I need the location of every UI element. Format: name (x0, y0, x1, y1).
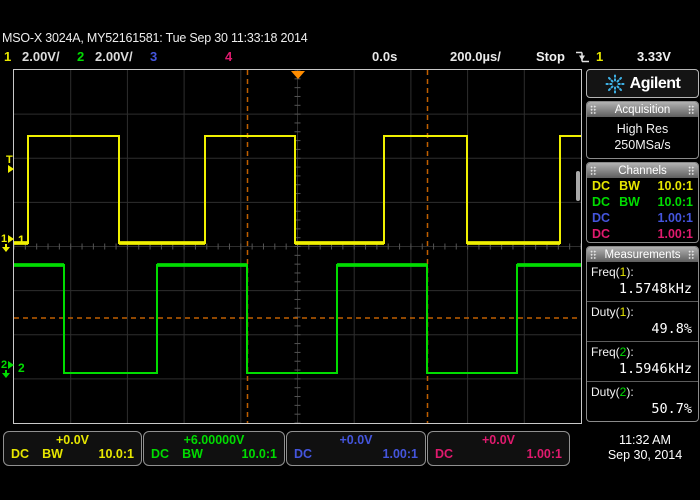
measurement-duty2: Duty(2): 50.7% (591, 385, 692, 417)
acquisition-mode: High Res (616, 122, 669, 136)
ch1-scale[interactable]: 2.00V/ (22, 49, 60, 64)
measurement-value: 1.5748kHz (618, 281, 692, 297)
edge-trigger-icon (576, 51, 589, 63)
timebase[interactable]: 200.0µs/ (450, 49, 501, 64)
measurement-value: 50.7% (651, 401, 692, 417)
ch1-settings-box[interactable]: +0.0V DC BW 10.0:1 (3, 431, 142, 466)
sidebar: Agilent Acquisition High Res 250MSa/s Ch… (586, 69, 699, 422)
trigger-source[interactable]: 1 (596, 49, 604, 64)
measurement-freq2: Freq(2): 1.5946kHz (587, 342, 698, 382)
channel-row-1[interactable]: DC BW 10.0:1 (592, 179, 693, 193)
measurements-section: Measurements Freq(1): 1.5748kHz Duty(1):… (586, 246, 699, 422)
run-state[interactable]: Stop (536, 49, 565, 64)
channels-section: Channels DC BW 10.0:1 DC BW 10.0:1 DC 1.… (586, 162, 699, 243)
ch1-ground-icon (2, 247, 10, 252)
grip-icon (590, 105, 597, 114)
ch2-scale[interactable]: 2.00V/ (95, 49, 133, 64)
channel-row-3[interactable]: DC 1.00:1 (592, 211, 693, 225)
ch3-button[interactable]: 3 (150, 49, 158, 64)
right-level-indicator[interactable] (576, 171, 580, 201)
ch1-offset: +0.0V (55, 433, 89, 447)
measurement-value: 1.5946kHz (618, 361, 692, 377)
channel-row-2[interactable]: DC BW 10.0:1 (592, 195, 693, 209)
trigger-arrow-icon (8, 165, 14, 173)
grip-icon (590, 250, 597, 259)
ch3-settings-box[interactable]: +0.0V DC 1.00:1 (286, 431, 426, 466)
grip-icon (590, 166, 597, 175)
clock-time: 11:32 AM (619, 433, 671, 447)
measurement-freq1: Freq(1): 1.5748kHz (587, 262, 698, 302)
ch1-marker-arrow-icon (8, 235, 15, 243)
sample-rate: 250MSa/s (614, 138, 671, 152)
channel-row-4[interactable]: DC 1.00:1 (592, 227, 693, 241)
acquisition-header[interactable]: Acquisition (587, 102, 698, 117)
measurements-header[interactable]: Measurements (587, 247, 698, 262)
trace-ch2 (14, 264, 581, 374)
ch2-button[interactable]: 2 (77, 49, 85, 64)
ch2-ground-marker[interactable]: 2 (1, 360, 15, 378)
waveform-display (13, 69, 582, 424)
trace-ch1 (14, 135, 581, 244)
ch3-offset: +0.0V (339, 433, 373, 447)
ch1-trace-label: 1 (18, 233, 25, 247)
measurement-duty1: Duty(1): 49.8% (587, 302, 698, 342)
ch2-settings-box[interactable]: +6.00000V DC BW 10.0:1 (143, 431, 285, 466)
ch1-ground-marker[interactable]: 1 (1, 234, 15, 252)
ch2-ground-icon (2, 373, 10, 378)
grip-icon (688, 105, 695, 114)
time-reference[interactable]: 0.0s (372, 49, 398, 64)
acquisition-section: Acquisition High Res 250MSa/s (586, 101, 699, 159)
waveform-svg (14, 70, 581, 423)
ch1-button[interactable]: 1 (4, 49, 12, 64)
trigger-level[interactable]: 3.33V (637, 49, 671, 64)
model-serial-datetime: MSO-X 3024A, MY52161581: Tue Sep 30 11:3… (2, 31, 308, 45)
brand-name: Agilent (629, 74, 681, 92)
grip-icon (688, 250, 695, 259)
trigger-level-marker[interactable]: T (6, 155, 14, 175)
agilent-spark-icon (604, 73, 625, 94)
ch4-settings-box[interactable]: +0.0V DC 1.00:1 (427, 431, 570, 466)
trigger-position-marker[interactable] (291, 71, 305, 79)
ch2-marker-arrow-icon (8, 361, 15, 369)
clock-date: Sep 30, 2014 (607, 448, 683, 462)
measurement-value: 49.8% (651, 321, 692, 337)
channels-header[interactable]: Channels (587, 163, 698, 178)
brand-logo-box: Agilent (586, 69, 699, 98)
ch4-offset: +0.0V (481, 433, 515, 447)
clock: 11:32 AM Sep 30, 2014 (594, 433, 696, 463)
ch2-offset: +6.00000V (183, 433, 245, 447)
ch2-trace-label: 2 (18, 361, 25, 375)
ch4-button[interactable]: 4 (225, 49, 233, 64)
grip-icon (688, 166, 695, 175)
